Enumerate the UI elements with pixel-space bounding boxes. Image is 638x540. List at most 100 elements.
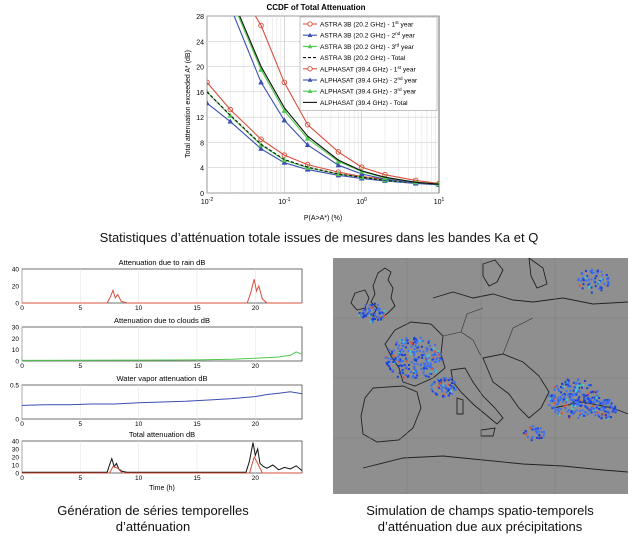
time-series-y-tick: 30 (12, 447, 20, 454)
precipitation-cell (590, 407, 593, 410)
precipitation-cell (402, 372, 405, 375)
precipitation-cell (582, 283, 585, 286)
precipitation-cell (558, 389, 561, 392)
precipitation-cell (570, 405, 573, 408)
precipitation-cell (605, 402, 608, 405)
ccdf-legend-label: ASTRA 3B (20.2 GHz) - 1st year (320, 20, 414, 29)
ccdf-series-group (207, 16, 439, 187)
precipitation-cell (589, 402, 592, 404)
precipitation-cell (413, 366, 415, 369)
precipitation-cell (556, 398, 559, 401)
precipitation-cell (377, 318, 380, 321)
precipitation-cell (404, 353, 407, 356)
left-caption: Génération de séries temporelles d’attén… (8, 503, 298, 535)
precipitation-cell (434, 353, 437, 356)
precipitation-cell (368, 309, 371, 312)
precipitation-cell (578, 382, 581, 385)
precipitation-cell (405, 337, 408, 340)
precipitation-cell (425, 375, 428, 378)
precipitation-cell (602, 401, 605, 404)
precipitation-cell (563, 398, 566, 401)
precipitation-cell (442, 393, 445, 396)
precipitation-cell (399, 360, 402, 363)
precipitation-cell (449, 384, 451, 387)
precipitation-cell (594, 414, 597, 417)
precipitation-cell (371, 320, 374, 323)
precipitation-cell (595, 406, 598, 409)
precipitation-cell (413, 351, 416, 354)
precipitation-cell (548, 394, 551, 397)
precipitation-cell (443, 379, 446, 382)
precipitation-cell (437, 378, 440, 381)
precipitation-cell (550, 400, 553, 403)
precipitation-cell (446, 387, 449, 390)
ccdf-point (258, 145, 264, 151)
precipitation-cell (437, 350, 440, 352)
precipitation-cell (598, 281, 601, 284)
time-series-x-tick: 10 (135, 305, 143, 312)
precipitation-cell (366, 312, 369, 315)
coastlines (350, 258, 628, 473)
precipitation-cell (577, 399, 580, 402)
precipitation-cell (562, 383, 565, 386)
precipitation-cell (426, 348, 429, 350)
precipitation-cell (399, 353, 401, 355)
precipitation-cell (577, 403, 580, 406)
precipitation-cell (432, 347, 435, 350)
precipitation-cell (535, 426, 538, 429)
precipitation-cell (538, 434, 541, 437)
precipitation-cell (607, 283, 610, 285)
precipitation-cell (413, 348, 416, 350)
precipitation-cell (421, 339, 424, 342)
precipitation-cell (556, 408, 559, 411)
precipitation-cell (597, 413, 600, 416)
precipitation-cell (601, 406, 603, 409)
precipitation-cell (399, 339, 402, 342)
precipitation-cell (586, 394, 589, 397)
precipitation-cell (439, 382, 442, 385)
time-series-panel-2: Water vapor attenuation dB 0 5 10 15 20 0 0.5 (10, 374, 303, 428)
precipitation-cell (571, 394, 574, 397)
precipitation-cell (442, 377, 445, 380)
precipitation-cell (586, 275, 589, 278)
precipitation-cell (577, 397, 580, 400)
precipitation-cell (381, 311, 384, 314)
precipitation-cell (559, 396, 562, 399)
precipitation-cell (425, 349, 428, 352)
precipitation-cell (426, 359, 428, 362)
precipitation-cell (372, 312, 375, 315)
precipitation-cell (362, 309, 365, 312)
precipitation-cell (604, 406, 607, 409)
precipitation-cell (387, 357, 390, 360)
precipitation-cell (575, 393, 578, 396)
precipitation-cell (581, 393, 584, 396)
precipitation-cell (564, 380, 567, 383)
ccdf-series-3 (207, 91, 439, 186)
time-series-x-tick: 10 (135, 475, 143, 482)
precipitation-cell (587, 397, 590, 400)
precipitation-cell (604, 410, 607, 413)
time-series-y-tick: 0 (15, 359, 19, 366)
precipitation-cell (413, 354, 416, 357)
ccdf-legend-marker (307, 21, 313, 27)
precipitation-cell (405, 365, 408, 368)
precipitation-cell (584, 400, 587, 403)
precipitation-cell (586, 407, 589, 410)
precipitation-cell (601, 402, 604, 405)
precipitation-cell (587, 392, 590, 395)
ccdf-x-tick-label: 10-1 (278, 197, 290, 206)
precipitation-cell (565, 383, 567, 386)
precipitation-cell (577, 384, 580, 387)
precipitation-cell (567, 394, 570, 397)
precipitation-cell (451, 393, 454, 395)
precipitation-cell (558, 398, 561, 401)
map-graticule (333, 258, 628, 494)
precipitation-cell (426, 361, 429, 364)
precipitation-cell (414, 341, 417, 344)
ccdf-point (227, 118, 234, 124)
precipitation-cell (367, 307, 370, 310)
precipitation-cell (532, 425, 535, 428)
precipitation-cell (577, 278, 580, 280)
precipitation-cell (536, 430, 539, 433)
precipitation-cell (585, 279, 588, 282)
